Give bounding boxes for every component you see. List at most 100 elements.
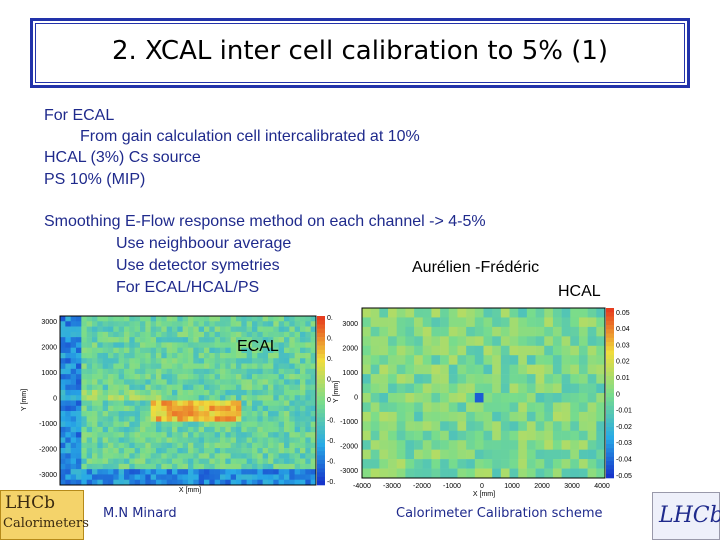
heatmap-cell [492,421,502,432]
heatmap-cell [220,463,226,470]
heatmap-cell [241,342,247,348]
heatmap-cell [273,458,279,465]
heatmap-cell [483,393,493,403]
heatmap-cell [214,405,221,412]
heatmap-cell [134,368,141,375]
heatmap-cell [81,416,87,422]
heatmap-cell [214,389,221,396]
heatmap-cell [305,337,311,343]
heatmap-cell [570,364,580,375]
colorbar-cell [606,363,614,368]
heatmap-cell [578,317,588,328]
heatmap-cell [448,326,458,337]
heatmap-cell [414,336,424,347]
heatmap-cell [246,321,253,327]
colorbar-cell [317,366,325,372]
heatmap-cell [102,389,109,396]
heatmap-cell [214,358,221,364]
heatmap-cell [289,374,295,380]
heatmap-cell [188,421,194,428]
tick-label: -1000 [443,483,461,490]
heatmap-cell [500,308,510,318]
colorbar-cell [606,448,614,453]
heatmap-cell [92,384,98,391]
heatmap-cell [214,453,221,459]
heatmap-cell [172,474,178,481]
colorbar-cell [606,461,614,466]
heatmap-cell [414,383,424,394]
heatmap-cell [388,468,398,479]
heatmap-cell [204,442,210,449]
heatmap-cell [188,437,194,444]
heatmap-cell [561,459,571,469]
heatmap-cell [284,347,290,354]
heatmap-cell [268,453,274,459]
heatmap-cell [140,352,146,359]
colorbar-cell [317,316,325,321]
heatmap-cell [289,352,295,359]
heatmap-cell [457,393,467,403]
heatmap-cell [535,430,545,441]
heatmap-cell [134,458,141,465]
heatmap-cell [284,337,290,343]
heatmap-cell [570,326,580,337]
heatmap-cell [236,448,242,454]
heatmap-cell [500,336,510,347]
heatmap-cell [65,321,71,327]
heatmap-cell [81,479,87,486]
heatmap-cell [305,405,311,412]
heatmap-cell [518,449,528,460]
heatmap-cell [294,400,301,407]
heatmap-cell [81,463,87,470]
heatmap-cell [124,416,130,422]
heatmap-cell [188,469,194,475]
heatmap-cell [474,468,484,479]
heatmap-cell [182,458,189,465]
heatmap-cell [124,395,130,401]
heatmap-cell [129,352,135,359]
heatmap-cell [70,395,77,401]
heatmap-cell [161,395,167,401]
heatmap-cell [81,384,87,391]
heatmap-cell [246,347,253,354]
heatmap-cell [225,405,231,412]
heatmap-cell [294,331,301,338]
heatmap-cell [257,463,263,470]
heatmap-cell [236,358,242,364]
heatmap-cell [294,337,301,343]
heatmap-cell [561,383,571,394]
heatmap-cell [396,440,406,450]
heatmap-cell [284,363,290,370]
heatmap-cell [220,411,226,417]
heatmap-cell [188,448,194,454]
heatmap-cell [500,430,510,441]
heatmap-cell [474,402,484,413]
heatmap-cell [300,463,306,470]
heatmap-cell [362,468,371,479]
heatmap-cell [587,336,597,347]
heatmap-cell [492,411,502,422]
colorbar-cell [317,362,325,367]
heatmap-cell [60,442,66,449]
heatmap-cell [124,316,130,322]
heatmap-cell [129,453,135,459]
heatmap-cell [273,368,279,375]
heatmap-cell [129,469,135,475]
heatmap-cell [257,331,263,338]
heatmap-cell [466,449,476,460]
heatmap-cell [278,405,285,412]
heatmap-cell [65,411,71,417]
heatmap-cell [172,411,178,417]
heatmap-cell [150,316,157,322]
heatmap-cell [241,437,247,444]
heatmap-cell [145,432,151,438]
heatmap-cell [193,442,199,449]
heatmap-cell [108,469,114,475]
heatmap-cell [134,379,141,385]
heatmap-cell [65,331,71,338]
heatmap-cell [310,368,317,375]
authors: Aurélien -Frédéric [412,259,540,276]
heatmap-cell [113,395,119,401]
tick-label: 4000 [594,483,610,490]
heatmap-cell [552,449,562,460]
